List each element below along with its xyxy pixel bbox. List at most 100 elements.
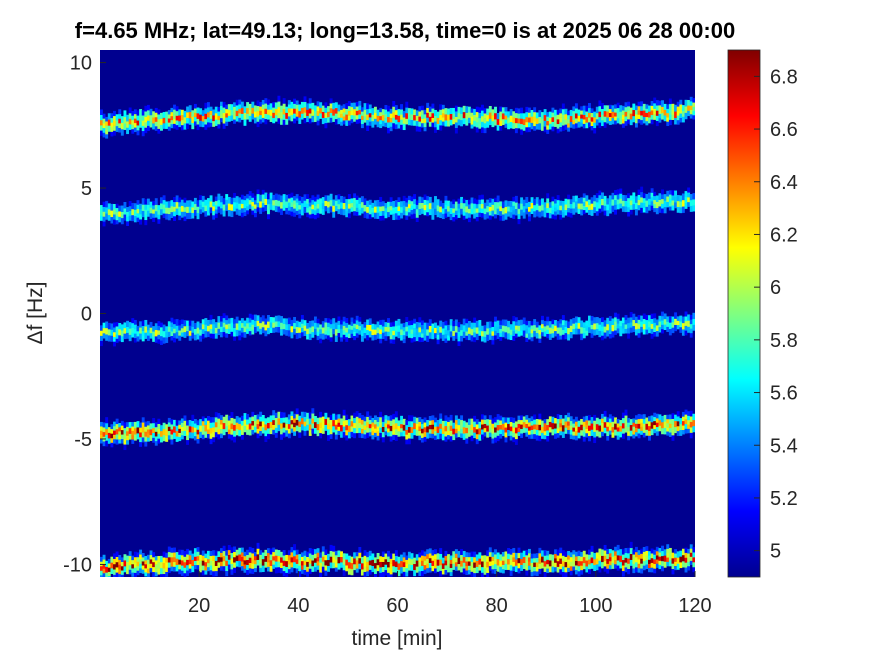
band-cell xyxy=(394,434,398,441)
band-cell xyxy=(282,422,286,428)
band-cell xyxy=(407,325,411,330)
band-cell xyxy=(334,559,338,564)
band-cell xyxy=(569,434,573,440)
band-cell xyxy=(574,426,578,432)
band-cell xyxy=(105,125,109,131)
band-cell xyxy=(183,556,187,563)
band-cell xyxy=(327,111,330,118)
band-cell xyxy=(141,198,145,205)
band-cell xyxy=(567,203,571,209)
band-cell xyxy=(530,425,534,430)
band-cell xyxy=(311,109,315,116)
band-cell xyxy=(392,413,396,420)
band-cell xyxy=(407,426,411,433)
band-cell xyxy=(347,105,351,111)
band-cell xyxy=(123,554,127,561)
band-cell xyxy=(128,124,132,130)
band-cell xyxy=(173,114,176,120)
band-cell xyxy=(267,109,270,115)
band-cell xyxy=(460,419,464,425)
band-cell xyxy=(235,115,239,122)
band-cell xyxy=(514,559,518,566)
band-cell xyxy=(608,414,612,419)
band-cell xyxy=(183,320,187,327)
band-cell xyxy=(157,128,161,134)
band-cell xyxy=(313,328,317,335)
band-cell xyxy=(300,424,304,431)
band-cell xyxy=(645,417,649,424)
band-cell xyxy=(287,112,291,117)
band-cell xyxy=(141,561,145,566)
band-cell xyxy=(193,419,197,424)
band-cell xyxy=(107,427,111,433)
band-cell xyxy=(561,114,565,121)
band-cell xyxy=(572,427,576,432)
band-cell xyxy=(295,202,299,207)
band-cell xyxy=(611,205,615,212)
band-cell xyxy=(397,425,401,432)
band-cell xyxy=(642,427,646,433)
band-cell xyxy=(261,202,265,208)
band-cell xyxy=(319,417,323,423)
band-cell xyxy=(207,420,210,426)
band-cell xyxy=(196,564,200,570)
band-cell xyxy=(332,545,336,552)
band-cell xyxy=(640,115,644,121)
band-cell xyxy=(157,418,161,424)
band-cell xyxy=(144,219,148,226)
band-cell xyxy=(590,320,594,325)
band-cell xyxy=(290,415,294,421)
band-cell xyxy=(439,212,443,219)
band-cell xyxy=(350,102,354,108)
band-cell xyxy=(319,198,323,204)
band-cell xyxy=(436,339,440,345)
band-cell xyxy=(671,418,675,425)
band-cell xyxy=(327,335,330,340)
band-cell xyxy=(251,425,255,430)
band-cell xyxy=(598,560,602,567)
band-cell xyxy=(209,433,213,439)
band-cell xyxy=(582,110,586,115)
band-cell xyxy=(220,109,223,115)
band-cell xyxy=(248,191,252,196)
band-cell xyxy=(567,333,571,341)
band-cell xyxy=(629,200,633,206)
band-cell xyxy=(535,571,539,576)
band-cell xyxy=(481,429,484,435)
band-cell xyxy=(154,198,158,205)
band-cell xyxy=(543,550,547,556)
band-cell xyxy=(645,314,649,321)
band-cell xyxy=(371,108,375,115)
band-cell xyxy=(261,327,265,334)
band-cell xyxy=(616,328,620,334)
band-cell xyxy=(186,330,190,337)
band-cell xyxy=(342,316,346,322)
band-cell xyxy=(128,201,132,207)
band-cell xyxy=(102,221,106,227)
band-cell xyxy=(126,555,129,562)
band-cell xyxy=(517,423,521,428)
band-cell xyxy=(353,427,357,434)
band-cell xyxy=(684,419,688,425)
band-cell xyxy=(640,105,644,111)
band-cell xyxy=(324,559,328,566)
band-cell xyxy=(295,326,299,334)
band-cell xyxy=(209,328,213,334)
band-cell xyxy=(504,563,508,570)
band-cell xyxy=(128,560,132,566)
band-cell xyxy=(342,409,346,416)
band-cell xyxy=(512,432,516,438)
band-cell xyxy=(574,421,578,427)
band-cell xyxy=(441,113,445,118)
band-cell xyxy=(233,331,236,337)
band-cell xyxy=(269,548,273,555)
band-cell xyxy=(300,417,304,425)
band-cell xyxy=(345,327,349,333)
band-cell xyxy=(152,557,156,563)
band-cell xyxy=(248,417,252,424)
band-cell xyxy=(494,321,497,327)
band-cell xyxy=(671,429,675,436)
band-cell xyxy=(449,571,453,577)
band-cell xyxy=(191,320,195,327)
band-cell xyxy=(405,316,409,323)
